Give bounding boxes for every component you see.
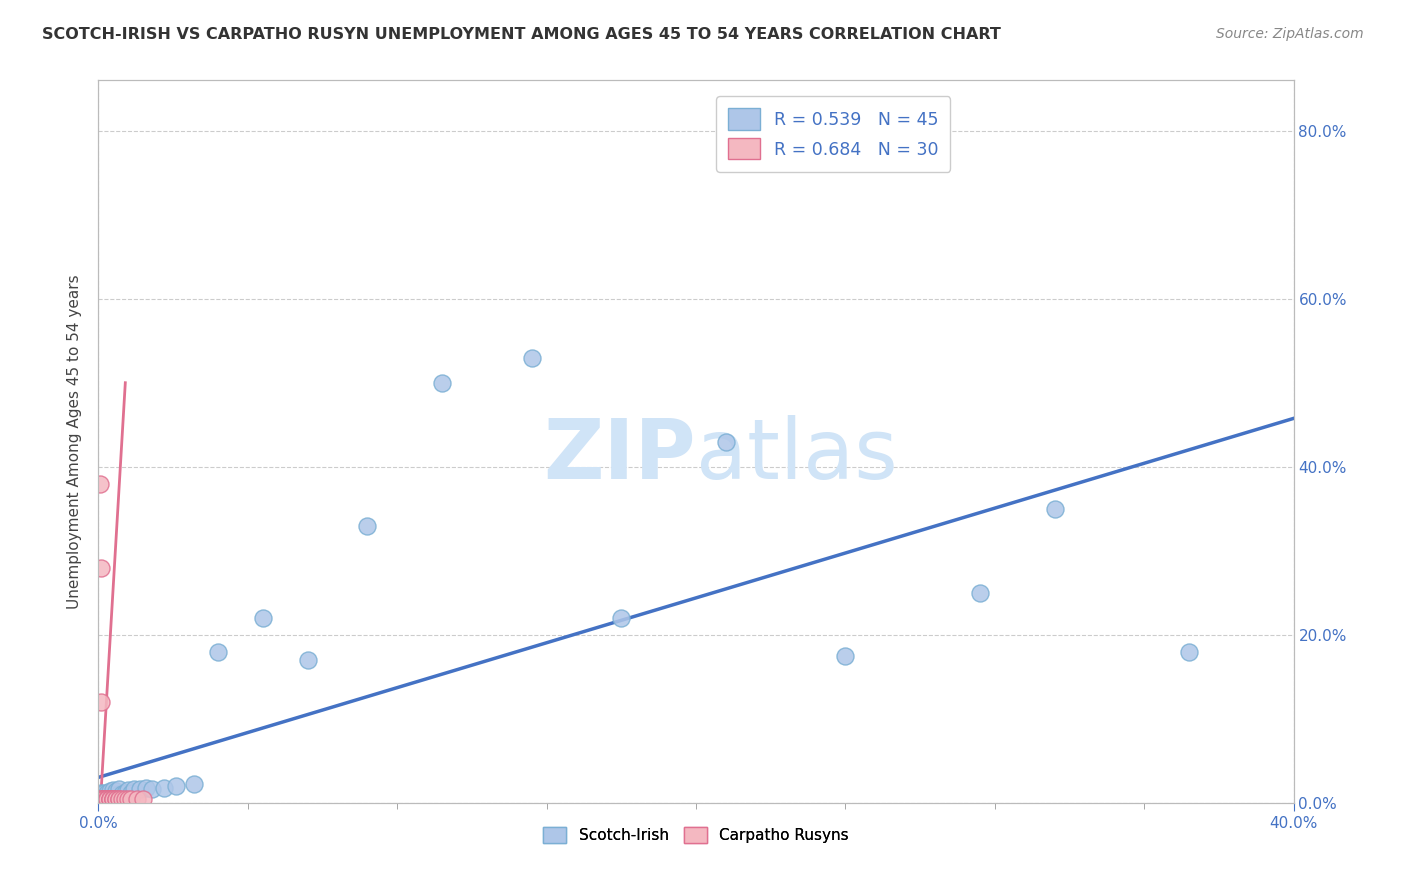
Point: [610, 611, 633, 625]
Point: [93, 791, 115, 805]
Point: [93, 791, 115, 805]
Point: [105, 791, 128, 805]
Point: [165, 779, 187, 793]
Point: [356, 518, 378, 533]
Point: [141, 781, 163, 796]
Point: [117, 791, 139, 805]
Point: [111, 788, 134, 802]
Point: [135, 780, 157, 795]
Point: [129, 782, 152, 797]
Point: [96, 791, 118, 805]
Point: [103, 791, 125, 805]
Point: [297, 653, 319, 667]
Point: [89, 791, 111, 805]
Point: [98, 791, 122, 805]
Point: [90, 560, 112, 574]
Point: [105, 788, 128, 802]
Point: [520, 351, 543, 365]
Point: [108, 791, 131, 805]
Point: [834, 648, 856, 663]
Point: [90, 695, 112, 709]
Point: [93, 791, 115, 805]
Point: [120, 786, 142, 800]
Y-axis label: Unemployment Among Ages 45 to 54 years: Unemployment Among Ages 45 to 54 years: [67, 274, 83, 609]
Point: [98, 788, 122, 802]
Point: [132, 791, 155, 805]
Point: [1043, 501, 1066, 516]
Legend: Scotch-Irish, Carpatho Rusyns: Scotch-Irish, Carpatho Rusyns: [537, 822, 855, 849]
Point: [103, 789, 125, 803]
Point: [90, 791, 112, 805]
Point: [105, 791, 128, 805]
Point: [103, 783, 125, 797]
Point: [89, 476, 111, 491]
Point: [98, 791, 122, 805]
Point: [93, 786, 115, 800]
Point: [153, 780, 176, 795]
Point: [111, 791, 134, 805]
Point: [93, 791, 115, 805]
Point: [108, 788, 131, 802]
Point: [105, 791, 128, 805]
Point: [96, 791, 118, 805]
Point: [252, 611, 274, 625]
Point: [93, 791, 115, 805]
Point: [969, 586, 991, 600]
Text: atlas: atlas: [696, 416, 897, 497]
Point: [114, 791, 136, 805]
Point: [1178, 644, 1201, 658]
Point: [108, 782, 131, 797]
Point: [96, 789, 118, 803]
Point: [93, 789, 115, 803]
Point: [207, 644, 229, 658]
Point: [90, 789, 112, 803]
Text: Source: ZipAtlas.com: Source: ZipAtlas.com: [1216, 27, 1364, 41]
Point: [183, 777, 205, 791]
Point: [103, 791, 125, 805]
Point: [90, 786, 112, 800]
Point: [96, 786, 118, 800]
Point: [96, 791, 118, 805]
Point: [103, 791, 125, 805]
Point: [430, 376, 453, 390]
Point: [98, 784, 122, 798]
Point: [90, 791, 112, 805]
Point: [108, 791, 131, 805]
Point: [96, 791, 118, 805]
Point: [103, 788, 125, 802]
Point: [98, 791, 122, 805]
Text: ZIP: ZIP: [544, 416, 696, 497]
Point: [96, 791, 118, 805]
Point: [96, 788, 118, 802]
Text: SCOTCH-IRISH VS CARPATHO RUSYN UNEMPLOYMENT AMONG AGES 45 TO 54 YEARS CORRELATIO: SCOTCH-IRISH VS CARPATHO RUSYN UNEMPLOYM…: [42, 27, 1001, 42]
Point: [103, 791, 125, 805]
Point: [90, 791, 112, 805]
Point: [98, 791, 122, 805]
Point: [114, 786, 136, 800]
Point: [714, 434, 737, 449]
Point: [105, 784, 128, 798]
Point: [124, 782, 146, 797]
Point: [127, 791, 149, 805]
Point: [117, 783, 139, 797]
Point: [120, 791, 142, 805]
